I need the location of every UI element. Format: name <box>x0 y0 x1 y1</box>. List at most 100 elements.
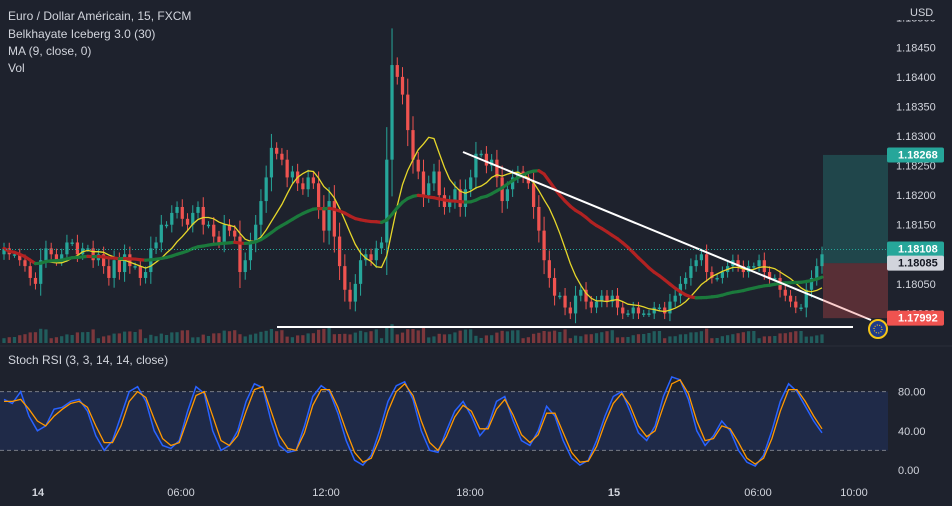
volume-bar <box>442 334 447 343</box>
volume-bar <box>505 331 510 343</box>
volume-bar <box>647 333 651 343</box>
candle <box>505 189 510 202</box>
price-tick-label: 1.18250 <box>896 161 936 173</box>
volume-bar <box>794 331 798 343</box>
volume-bar <box>327 327 331 343</box>
resistance-trendline <box>462 151 872 321</box>
volume-bar <box>254 333 258 343</box>
volume-bar <box>815 335 819 343</box>
candle <box>542 230 546 261</box>
volume-bar <box>746 331 751 343</box>
candle <box>280 153 284 160</box>
candle <box>102 254 106 267</box>
volume-bar <box>96 338 101 343</box>
volume-bar <box>463 329 468 343</box>
stoch-tick-label: 0.00 <box>898 465 919 477</box>
candle <box>201 206 205 225</box>
price-tick-label: 1.18450 <box>896 42 936 54</box>
volume-bar <box>458 330 462 343</box>
price-badge-target <box>887 147 944 163</box>
candle <box>663 307 667 314</box>
candle <box>337 236 342 267</box>
volume-bar <box>589 334 593 343</box>
volume-bar <box>385 326 389 343</box>
candle <box>631 307 635 314</box>
candle <box>390 65 394 160</box>
volume-bar <box>725 335 730 343</box>
volume-bar <box>684 334 688 343</box>
candle <box>353 283 357 302</box>
volume-bar <box>222 330 226 343</box>
candle <box>238 236 242 273</box>
volume-bar <box>7 337 11 343</box>
candle <box>18 254 22 261</box>
volume-bar <box>636 334 641 343</box>
candle <box>65 242 69 255</box>
volume-bar <box>248 334 253 343</box>
volume-bar <box>752 331 756 343</box>
candle <box>185 218 190 225</box>
price-tick-label: 1.18400 <box>896 72 936 84</box>
candle <box>621 307 625 314</box>
candle <box>332 201 336 237</box>
candle <box>427 183 431 196</box>
price-badge-label: 1.18268 <box>898 149 938 161</box>
candle <box>484 153 489 166</box>
volume-bar <box>81 332 85 343</box>
candle <box>605 295 609 302</box>
volume-bar <box>196 337 200 343</box>
volume-bar <box>358 330 363 343</box>
volume-bar <box>820 334 824 343</box>
volume-bar <box>191 337 195 343</box>
price-tick-label: 1.18050 <box>896 279 936 291</box>
stoch-tick-label: 80.00 <box>898 387 926 399</box>
candle <box>600 295 604 302</box>
time-tick-label: 06:00 <box>167 487 195 499</box>
candle <box>416 159 420 172</box>
volume-bar <box>269 329 274 343</box>
volume-bar <box>23 334 27 343</box>
candle <box>736 260 740 267</box>
volume-bar <box>233 330 237 343</box>
volume-bar <box>437 333 441 343</box>
candle <box>170 212 174 225</box>
candle <box>573 295 578 314</box>
candle <box>112 260 116 278</box>
candle <box>495 159 499 178</box>
volume-bar <box>804 336 808 343</box>
volume-bar <box>406 329 410 343</box>
volume-bar <box>33 332 38 343</box>
candle <box>668 301 672 314</box>
volume-bar <box>185 330 190 343</box>
candle <box>233 230 237 237</box>
candle <box>54 254 59 261</box>
volume-bar <box>164 335 169 343</box>
volume-bar <box>75 332 80 343</box>
candle <box>526 177 530 184</box>
candle <box>12 254 17 256</box>
volume-bar <box>479 338 483 343</box>
volume-bar <box>778 333 782 343</box>
volume-bar <box>495 332 499 343</box>
volume-bar <box>117 333 121 343</box>
volume-bar <box>788 332 793 343</box>
candle <box>49 248 53 255</box>
candle <box>159 224 163 243</box>
candle <box>75 242 80 255</box>
ma-line <box>3 136 823 313</box>
candle <box>463 189 468 207</box>
volume-bar <box>316 329 321 343</box>
volume-bar <box>799 331 803 343</box>
candle <box>815 266 819 278</box>
candle <box>794 301 798 308</box>
time-tick-label: 15 <box>608 487 620 499</box>
volume-bar <box>159 333 163 343</box>
candle <box>531 183 536 207</box>
candle <box>678 283 683 296</box>
volume-bar <box>469 329 473 343</box>
volume-bar <box>353 332 357 343</box>
volume-bar <box>175 332 179 343</box>
volume-bar <box>348 334 352 343</box>
volume-bar <box>290 337 295 343</box>
